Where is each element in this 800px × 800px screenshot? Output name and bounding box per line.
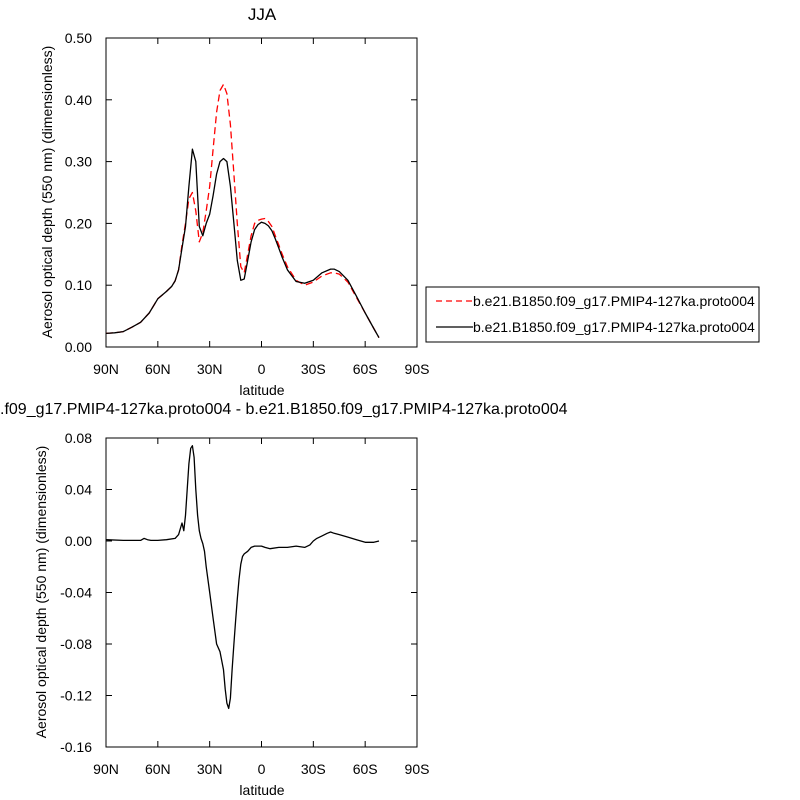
bottom-x-tick-label: 90S — [405, 761, 430, 777]
legend-box — [425, 286, 760, 343]
bottom-y-tick-label: 0.08 — [65, 430, 92, 446]
bottom-y-tick-label: -0.04 — [60, 585, 92, 601]
bottom-x-axis: 90N 60N 30N 0 30S 60S 90S — [93, 438, 429, 777]
top-chart-panel: JJA 0.00 0.10 0.20 0.30 0.40 0.50 90N 60N 30N 0 3… — [39, 5, 429, 398]
bottom-x-tick-label: 60N — [145, 761, 171, 777]
bottom-series-lines — [105, 445, 380, 710]
top-chart-title: JJA — [248, 5, 277, 24]
bottom-y-tick-label: -0.12 — [60, 688, 92, 704]
bottom-y-tick-label: -0.08 — [60, 636, 92, 652]
bottom-y-tick-label: 0.00 — [65, 533, 92, 549]
bottom-y-axis: 0.08 0.04 0.00 -0.04 -0.08 -0.12 -0.16 — [60, 430, 417, 755]
legend: b.e21.B1850.f09_g17.PMIP4-127ka.proto004… — [425, 286, 760, 343]
top-series-line-2 — [105, 148, 380, 339]
bottom-x-tick-label: 30S — [301, 761, 326, 777]
bottom-x-axis-label: latitude — [239, 782, 284, 798]
top-y-tick-label: 0.10 — [65, 277, 92, 293]
legend-entry-1: b.e21.B1850.f09_g17.PMIP4-127ka.proto004 — [473, 293, 755, 309]
top-x-tick-label: 90S — [405, 361, 430, 377]
bottom-x-tick-label: 90N — [93, 761, 119, 777]
top-y-tick-label: 0.40 — [65, 92, 92, 108]
top-series-lines — [105, 83, 380, 339]
top-y-axis-label: Aerosol optical depth (550 nm) (dimensio… — [39, 46, 55, 339]
bottom-chart-title: .f09_g17.PMIP4-127ka.proto004 - b.e21.B1… — [0, 401, 568, 418]
top-x-axis: 90N 60N 30N 0 30S 60S 90S — [93, 38, 429, 377]
bottom-y-tick-label: 0.04 — [65, 482, 92, 498]
top-x-tick-label: 30S — [301, 361, 326, 377]
top-x-tick-label: 60S — [353, 361, 378, 377]
bottom-series-line-1 — [105, 445, 380, 710]
top-x-tick-label: 30N — [197, 361, 223, 377]
legend-entry-2: b.e21.B1850.f09_g17.PMIP4-127ka.proto004 — [473, 319, 755, 335]
top-y-tick-label: 0.50 — [65, 30, 92, 46]
bottom-x-tick-label: 60S — [353, 761, 378, 777]
top-plot-frame — [105, 37, 418, 348]
bottom-chart-panel: .f09_g17.PMIP4-127ka.proto004 - b.e21.B1… — [0, 401, 568, 798]
top-series-line-1 — [105, 83, 380, 339]
top-x-tick-label: 60N — [145, 361, 171, 377]
bottom-y-axis-label: Aerosol optical depth (550 nm) (dimensio… — [33, 446, 49, 739]
top-y-axis: 0.00 0.10 0.20 0.30 0.40 0.50 — [65, 30, 417, 355]
bottom-x-tick-label: 0 — [258, 761, 266, 777]
top-x-tick-label: 0 — [258, 361, 266, 377]
top-x-tick-label: 90N — [93, 361, 119, 377]
bottom-x-tick-label: 30N — [197, 761, 223, 777]
top-y-tick-label: 0.30 — [65, 154, 92, 170]
bottom-y-tick-label: -0.16 — [60, 739, 92, 755]
top-x-axis-label: latitude — [239, 382, 284, 398]
top-y-tick-label: 0.00 — [65, 339, 92, 355]
bottom-plot-frame — [105, 437, 418, 748]
top-y-tick-label: 0.20 — [65, 215, 92, 231]
